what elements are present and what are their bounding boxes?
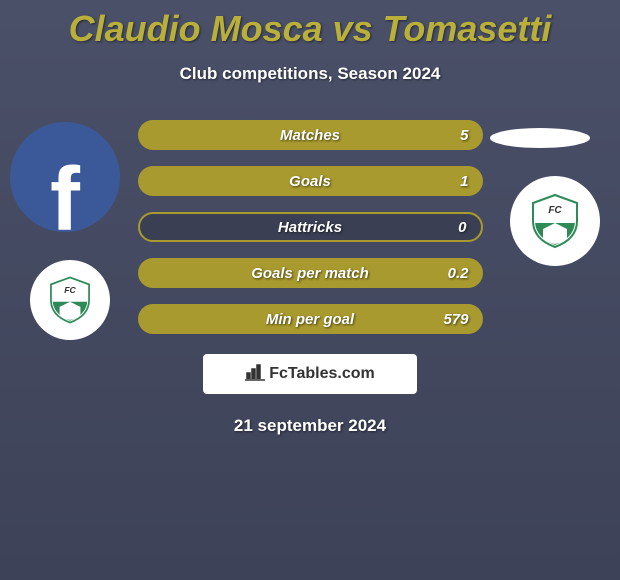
club-badge-left: FC xyxy=(30,260,110,340)
stat-label: Goals xyxy=(289,173,331,190)
shield-icon: FC xyxy=(44,274,96,326)
date-label: 21 september 2024 xyxy=(0,416,620,436)
stat-label: Min per goal xyxy=(266,311,354,328)
stat-value: 579 xyxy=(443,311,468,328)
stat-value: 0 xyxy=(458,219,466,236)
facebook-icon: f xyxy=(50,162,80,233)
stat-row: Min per goal 579 xyxy=(138,304,483,334)
player-right-avatar xyxy=(490,128,590,148)
brand-box[interactable]: FcTables.com xyxy=(203,354,417,394)
svg-text:FC: FC xyxy=(548,205,562,216)
stat-value: 5 xyxy=(460,127,468,144)
stat-value: 1 xyxy=(460,173,468,190)
stat-label: Hattricks xyxy=(278,219,342,236)
chart-icon xyxy=(245,363,265,386)
stat-row: Matches 5 xyxy=(138,120,483,150)
shield-icon: FC xyxy=(525,191,585,251)
stat-label: Matches xyxy=(280,127,340,144)
brand-text: FcTables.com xyxy=(269,365,375,383)
page-subtitle: Club competitions, Season 2024 xyxy=(0,64,620,84)
stat-row: Goals per match 0.2 xyxy=(138,258,483,288)
stat-row: Hattricks 0 xyxy=(138,212,483,242)
svg-text:FC: FC xyxy=(64,285,76,295)
player-left-avatar: f xyxy=(10,122,120,232)
stat-value: 0.2 xyxy=(448,265,469,282)
page-title: Claudio Mosca vs Tomasetti xyxy=(0,0,620,50)
club-badge-right: FC xyxy=(510,176,600,266)
stat-row: Goals 1 xyxy=(138,166,483,196)
stat-label: Goals per match xyxy=(251,265,369,282)
